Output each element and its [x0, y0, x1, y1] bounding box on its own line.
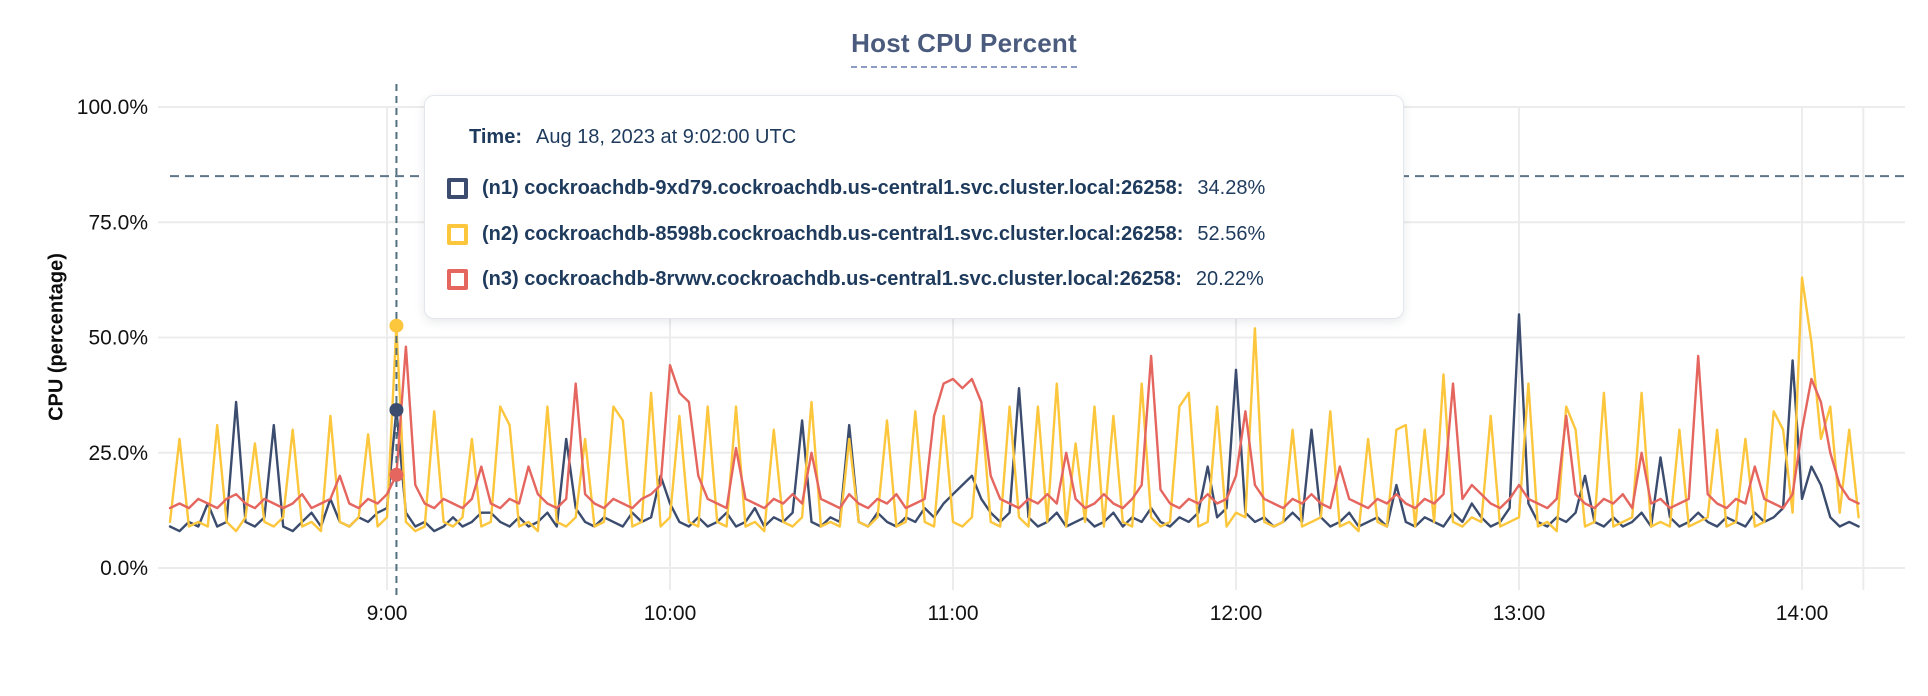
tooltip-time-label: Time:: [469, 126, 522, 148]
tooltip-series-label-n3: (n3) cockroachdb-8rvwv.cockroachdb.us-ce…: [482, 267, 1182, 290]
y-tick-label: 0.0%: [100, 557, 148, 580]
tooltip-time-value: Aug 18, 2023 at 9:02:00 UTC: [535, 126, 797, 148]
tooltip-series-row-n1: (n1) cockroachdb-9xd79.cockroachdb.us-ce…: [447, 176, 1265, 200]
x-tick-label: 11:00: [928, 602, 979, 625]
tooltip-series-value-n1: 34.28%: [1197, 176, 1266, 199]
y-tick-label: 50.0%: [88, 327, 148, 350]
x-tick-label: 9:00: [367, 602, 408, 625]
chart-header: Host CPU Percent: [0, 28, 1928, 68]
tooltip-series-row-n3: (n3) cockroachdb-8rvwv.cockroachdb.us-ce…: [447, 267, 1264, 291]
x-tick-label: 10:00: [644, 602, 697, 625]
y-tick-label: 25.0%: [88, 442, 148, 465]
tooltip-series-label-n1: (n1) cockroachdb-9xd79.cockroachdb.us-ce…: [482, 176, 1184, 199]
x-tick-label: 14:00: [1776, 602, 1829, 625]
series-line-n3[interactable]: [168, 345, 1860, 510]
tooltip-series-label-n2: (n2) cockroachdb-8598b.cockroachdb.us-ce…: [482, 222, 1184, 245]
hover-dot-n1: [389, 402, 404, 417]
x-tick-label: 12:00: [1210, 602, 1263, 625]
tooltip-series-row-n2: (n2) cockroachdb-8598b.cockroachdb.us-ce…: [447, 222, 1265, 246]
y-tick-label: 75.0%: [88, 211, 148, 234]
chart-title[interactable]: Host CPU Percent: [851, 28, 1077, 68]
tooltip-series-value-n2: 52.56%: [1197, 222, 1266, 245]
series-line-n2[interactable]: [168, 276, 1860, 533]
legend-swatch-n3-icon: [447, 268, 468, 290]
legend-swatch-n2-icon: [447, 223, 468, 245]
hover-tooltip: Time: Aug 18, 2023 at 9:02:00 UTC (n1) co…: [424, 95, 1404, 319]
y-tick-label: 100.0%: [77, 96, 148, 119]
tooltip-time-row: Time: Aug 18, 2023 at 9:02:00 UTC: [469, 126, 796, 149]
legend-swatch-n1-icon: [447, 177, 468, 199]
hover-dot-n2: [389, 318, 404, 333]
hover-dot-n3: [389, 467, 404, 482]
tooltip-series-value-n3: 20.22%: [1195, 267, 1264, 290]
x-tick-label: 13:00: [1493, 602, 1546, 625]
